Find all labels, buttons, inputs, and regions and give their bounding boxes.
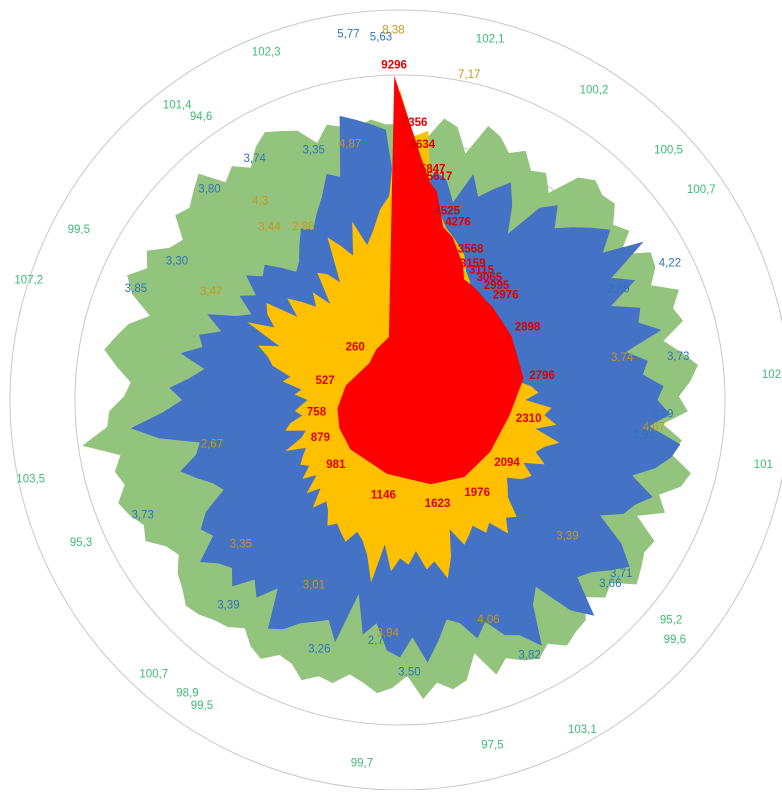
data-label-green: 103,5 bbox=[16, 474, 45, 486]
data-label-blue: 3,82 bbox=[518, 649, 540, 661]
data-label-red: 4276 bbox=[445, 216, 471, 228]
data-label-blue: 3,85 bbox=[125, 283, 147, 295]
grid-ring bbox=[74, 74, 726, 726]
data-label-red: 527 bbox=[316, 375, 335, 387]
data-labels: 102,1 100,2 100,5 100,7 102 101 95,2 99,6 103,1 9… bbox=[14, 24, 781, 769]
data-label-green: 101 bbox=[754, 459, 773, 471]
data-label-red: 2796 bbox=[529, 370, 555, 382]
data-label-green: 100,7 bbox=[139, 668, 168, 680]
data-label-red: 9296 bbox=[381, 60, 407, 72]
data-label-green: 102 bbox=[762, 369, 781, 381]
data-label-blue: 3,73 bbox=[132, 510, 154, 522]
data-label-green: 95,2 bbox=[660, 615, 682, 627]
data-label-red: 2094 bbox=[494, 457, 520, 469]
data-label-blue: 3,71 bbox=[610, 568, 632, 580]
data-label-green: 103,1 bbox=[568, 724, 597, 736]
data-label-red: 3065 bbox=[477, 272, 503, 284]
data-label-green: 99,6 bbox=[664, 634, 686, 646]
data-label-blue: 2,79 bbox=[368, 635, 390, 647]
data-label-red: 3568 bbox=[458, 244, 484, 256]
data-label-orange: 2,86 bbox=[292, 221, 314, 233]
data-label-blue: 3,74 bbox=[244, 153, 267, 165]
data-label-red: 4525 bbox=[434, 206, 460, 218]
data-label-green: 100,5 bbox=[654, 145, 683, 157]
data-label-red: 2976 bbox=[493, 289, 519, 301]
data-label-red: 2898 bbox=[515, 321, 541, 333]
data-label-red: 5847 bbox=[420, 163, 446, 175]
data-label-green: 102,1 bbox=[476, 33, 505, 45]
data-label-green: 100,7 bbox=[687, 184, 716, 196]
data-label-blue: 3,80 bbox=[198, 184, 220, 196]
data-label-blue: 3,30 bbox=[166, 256, 188, 268]
data-label-green: 100,2 bbox=[580, 85, 609, 97]
data-label-green: 99,5 bbox=[68, 224, 90, 236]
data-label-red: 758 bbox=[307, 407, 327, 419]
data-label-red: 981 bbox=[326, 459, 346, 471]
data-label-orange: 8,38 bbox=[382, 24, 404, 36]
data-label-orange: 3,39 bbox=[556, 531, 578, 543]
series-red-core bbox=[364, 384, 420, 440]
data-label-red: 6634 bbox=[410, 139, 436, 151]
series-area-red bbox=[337, 75, 524, 485]
data-label-green: 99,5 bbox=[191, 700, 213, 712]
data-label-orange: 3,01 bbox=[303, 580, 325, 592]
data-label-orange: 7,17 bbox=[458, 69, 480, 81]
data-label-red: 1623 bbox=[425, 498, 451, 510]
data-label-red: 2310 bbox=[516, 413, 542, 425]
data-label-red: 1146 bbox=[371, 489, 396, 501]
data-label-green: 102,3 bbox=[252, 46, 281, 58]
data-label-blue: 2,91 bbox=[633, 429, 655, 441]
data-label-blue: 3,29 bbox=[651, 409, 673, 421]
data-label-red: 7356 bbox=[402, 117, 428, 129]
data-label-green: 107,2 bbox=[14, 274, 43, 286]
data-label-blue: 5,63 bbox=[370, 32, 392, 44]
data-label-green: 98,9 bbox=[176, 688, 198, 700]
data-label-blue: 5,77 bbox=[337, 29, 359, 41]
data-label-green: 94,6 bbox=[190, 111, 212, 123]
data-label-orange: 4,87 bbox=[339, 138, 361, 150]
data-label-red: 1976 bbox=[464, 487, 490, 499]
data-label-orange: 3,74 bbox=[611, 352, 634, 364]
data-label-blue: 3,26 bbox=[308, 644, 330, 656]
data-label-orange: 4,3 bbox=[252, 195, 268, 207]
data-label-orange: 3,47 bbox=[200, 286, 222, 298]
data-label-red: 879 bbox=[311, 432, 330, 444]
data-label-blue: 3,73 bbox=[667, 351, 689, 363]
data-label-green: 101,4 bbox=[163, 99, 192, 111]
data-label-green: 95,3 bbox=[70, 537, 92, 549]
data-label-red: 2995 bbox=[484, 280, 510, 292]
data-label-red: 3159 bbox=[460, 258, 486, 270]
data-label-blue: 4,22 bbox=[659, 258, 681, 270]
data-label-orange: 4,67 bbox=[643, 422, 665, 434]
data-label-red: 5617 bbox=[427, 171, 453, 183]
data-label-blue: 3,50 bbox=[398, 667, 420, 679]
data-label-orange: 2,67 bbox=[201, 438, 223, 450]
data-label-blue: 3,35 bbox=[303, 144, 325, 156]
data-label-orange: 3,35 bbox=[230, 538, 252, 550]
series-areas bbox=[82, 75, 699, 700]
data-label-orange: 3,94 bbox=[377, 627, 400, 639]
data-label-green: 97,5 bbox=[481, 740, 503, 752]
data-label-green: 99,7 bbox=[351, 757, 373, 769]
data-label-blue: 3,66 bbox=[599, 578, 621, 590]
data-label-red: 3115 bbox=[469, 265, 495, 277]
data-label-orange: 3,44 bbox=[258, 222, 281, 234]
data-label-orange: 4,06 bbox=[477, 614, 499, 626]
data-label-blue: 3,39 bbox=[217, 600, 239, 612]
data-label-blue: 2,89 bbox=[607, 284, 629, 296]
data-label-red: 260 bbox=[346, 342, 365, 354]
